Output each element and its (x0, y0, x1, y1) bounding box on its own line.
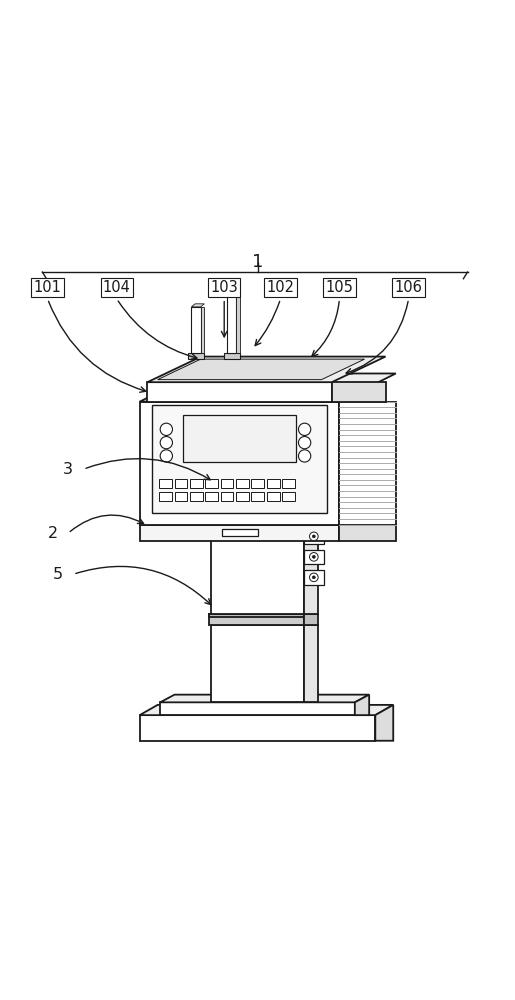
Polygon shape (140, 373, 396, 402)
Bar (205, 492, 218, 501)
Polygon shape (140, 705, 393, 715)
Bar (211, 625, 304, 702)
Bar (175, 479, 187, 488)
Bar (304, 550, 323, 564)
Circle shape (299, 436, 311, 449)
Polygon shape (355, 695, 369, 715)
Circle shape (160, 450, 173, 462)
Bar (251, 492, 264, 501)
Circle shape (310, 573, 318, 582)
Bar (140, 715, 375, 741)
Polygon shape (227, 286, 240, 289)
Polygon shape (332, 382, 386, 402)
Text: 102: 102 (267, 280, 295, 295)
Circle shape (160, 436, 173, 449)
Bar (152, 405, 327, 513)
Circle shape (310, 532, 318, 541)
Polygon shape (236, 289, 240, 353)
Text: 105: 105 (325, 280, 353, 295)
Bar (188, 353, 204, 359)
Bar (190, 492, 203, 501)
Text: 106: 106 (394, 280, 422, 295)
Circle shape (313, 535, 315, 538)
Polygon shape (304, 625, 318, 702)
Text: 104: 104 (102, 280, 131, 295)
Circle shape (313, 576, 315, 579)
Bar (159, 492, 172, 501)
Bar (190, 479, 203, 488)
Bar (224, 353, 240, 359)
Polygon shape (375, 705, 393, 741)
Bar (220, 479, 233, 488)
Bar (304, 570, 323, 585)
Polygon shape (339, 525, 396, 541)
Text: 101: 101 (33, 280, 61, 295)
Bar (304, 529, 323, 544)
Circle shape (313, 555, 315, 558)
Polygon shape (147, 357, 386, 382)
Circle shape (310, 553, 318, 561)
Polygon shape (192, 304, 204, 307)
Bar (209, 614, 304, 625)
Bar (183, 415, 296, 462)
Bar (267, 492, 280, 501)
Bar (192, 307, 201, 353)
Bar (227, 289, 236, 353)
Bar (236, 479, 249, 488)
Bar (147, 382, 332, 402)
Text: 5: 5 (53, 567, 63, 582)
Bar (140, 402, 339, 525)
Bar (236, 492, 249, 501)
Bar (209, 614, 304, 617)
Bar (205, 479, 218, 488)
Text: 1: 1 (252, 253, 263, 271)
Circle shape (160, 423, 173, 435)
Bar (221, 529, 258, 536)
Bar (160, 702, 355, 715)
Polygon shape (201, 307, 204, 353)
Circle shape (299, 423, 311, 435)
Polygon shape (339, 402, 396, 525)
Bar (282, 492, 295, 501)
Polygon shape (304, 525, 318, 614)
Bar (267, 479, 280, 488)
Polygon shape (158, 359, 365, 380)
Bar (251, 479, 264, 488)
Bar (282, 479, 295, 488)
Bar (140, 525, 339, 541)
Bar (159, 479, 172, 488)
Bar (211, 525, 304, 614)
Polygon shape (160, 695, 369, 702)
Circle shape (299, 450, 311, 462)
Bar (220, 492, 233, 501)
Bar (175, 492, 187, 501)
Text: 103: 103 (210, 280, 238, 295)
Text: 3: 3 (63, 462, 73, 477)
Text: 2: 2 (47, 526, 58, 541)
Polygon shape (304, 614, 318, 625)
